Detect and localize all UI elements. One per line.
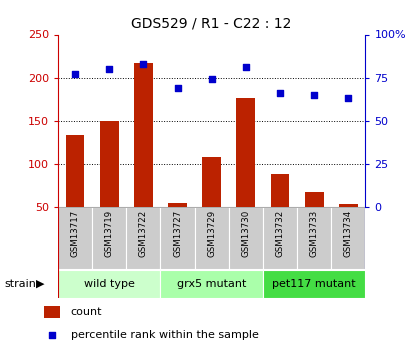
Bar: [92, 207, 126, 269]
Text: percentile rank within the sample: percentile rank within the sample: [71, 330, 259, 339]
Bar: [58, 207, 92, 269]
Bar: [66, 135, 84, 207]
Text: GSM13734: GSM13734: [344, 209, 353, 257]
Text: GSM13729: GSM13729: [207, 209, 216, 257]
Point: [242, 65, 249, 70]
Text: strain: strain: [4, 279, 36, 289]
Bar: [331, 207, 365, 269]
Point: [277, 90, 284, 96]
Point: [311, 92, 318, 98]
Bar: [229, 207, 263, 269]
Bar: [168, 203, 187, 207]
Bar: [194, 207, 229, 269]
Text: count: count: [71, 307, 102, 317]
Point: [174, 85, 181, 91]
Bar: [58, 270, 160, 298]
Title: GDS529 / R1 - C22 : 12: GDS529 / R1 - C22 : 12: [131, 17, 292, 31]
Bar: [134, 63, 153, 207]
Bar: [270, 174, 289, 207]
Text: GSM13717: GSM13717: [71, 209, 79, 257]
Bar: [126, 207, 160, 269]
Point: [345, 96, 352, 101]
Bar: [160, 270, 263, 298]
Bar: [263, 270, 365, 298]
Bar: [202, 157, 221, 207]
Bar: [100, 121, 118, 207]
Text: GSM13727: GSM13727: [173, 209, 182, 257]
Text: GSM13733: GSM13733: [310, 209, 319, 257]
Bar: [160, 207, 194, 269]
Point: [49, 332, 55, 337]
Text: ▶: ▶: [36, 279, 44, 289]
Text: wild type: wild type: [84, 279, 135, 289]
Bar: [305, 193, 323, 207]
Bar: [44, 306, 60, 318]
Bar: [263, 207, 297, 269]
Text: GSM13732: GSM13732: [276, 209, 284, 257]
Bar: [297, 207, 331, 269]
Point: [140, 61, 147, 67]
Text: pet117 mutant: pet117 mutant: [272, 279, 356, 289]
Text: grx5 mutant: grx5 mutant: [177, 279, 247, 289]
Text: GSM13719: GSM13719: [105, 209, 114, 257]
Bar: [339, 204, 358, 207]
Point: [208, 77, 215, 82]
Text: GSM13730: GSM13730: [241, 209, 250, 257]
Text: GSM13722: GSM13722: [139, 209, 148, 257]
Point: [106, 66, 113, 72]
Bar: [236, 98, 255, 207]
Point: [72, 71, 79, 77]
